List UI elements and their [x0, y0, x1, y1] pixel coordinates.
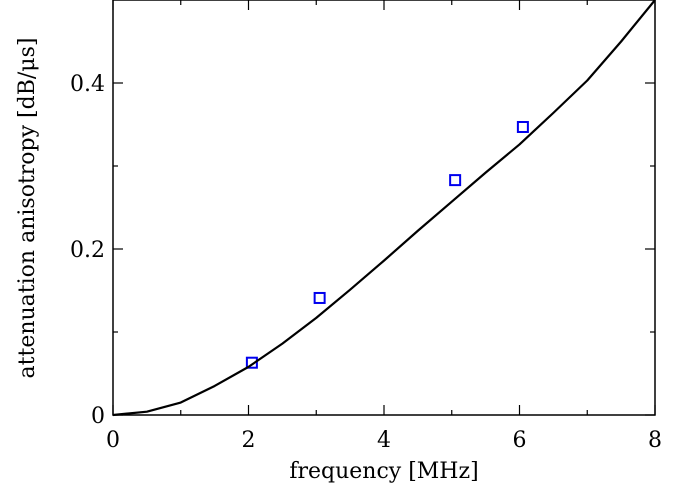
axis-tick-labels: 0 2 4 6 8 0 0.2 0.4: [70, 72, 662, 453]
y-axis-label: attenuation anisotropy [dB/μs]: [15, 38, 40, 379]
data-point-square: [245, 356, 258, 369]
data-point-square: [516, 120, 529, 133]
axis-ticks: [112, 0, 656, 416]
plot-frame: [112, 0, 656, 416]
data-point-square: [313, 291, 326, 304]
x-tick-label: 6: [513, 428, 527, 453]
x-tick-label: 0: [106, 428, 120, 453]
data-point-square: [449, 174, 462, 187]
fit-curve-line: [112, 0, 656, 417]
x-tick-label: 4: [377, 428, 391, 453]
y-tick-label: 0.2: [70, 238, 105, 263]
x-tick-label: 8: [648, 428, 662, 453]
series-layer: [112, 0, 656, 417]
x-tick-label: 2: [242, 428, 256, 453]
x-axis-label: frequency [MHz]: [289, 459, 478, 484]
y-tick-label: 0.4: [70, 72, 105, 97]
y-tick-label: 0: [91, 404, 105, 429]
